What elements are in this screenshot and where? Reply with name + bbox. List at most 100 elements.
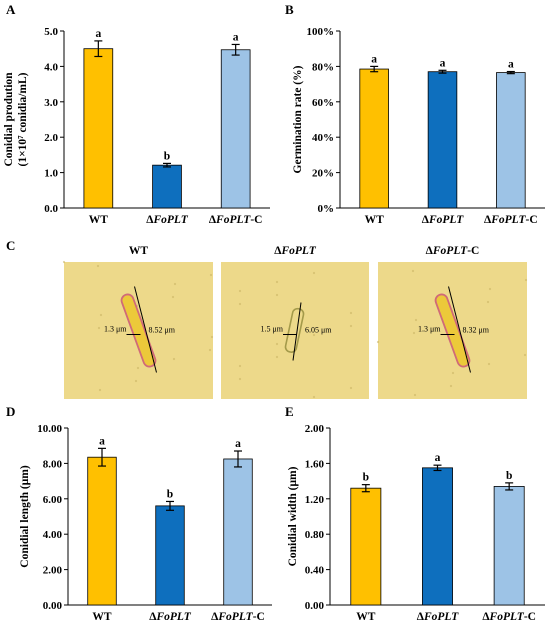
significance-letter-2: a bbox=[235, 438, 241, 450]
significance-letter-0: a bbox=[371, 53, 377, 65]
length-line-2 bbox=[448, 286, 471, 373]
y-axis-label: Conidial length (μm) bbox=[19, 465, 31, 568]
conidium-shape-1 bbox=[284, 307, 305, 353]
micrograph-speck bbox=[349, 386, 353, 390]
micrograph-speck bbox=[136, 366, 140, 370]
micrograph-speck bbox=[98, 388, 102, 392]
y-tick-label: 0.80 bbox=[305, 529, 325, 541]
y-tick-label: 0.40 bbox=[305, 565, 325, 577]
chart-conidial-width: 0.00 0.40 0.80 1.20 1.60 2.00 Conidial width (… bbox=[287, 423, 545, 623]
micrograph-speck bbox=[312, 333, 316, 337]
y-tick-label: 1.60 bbox=[305, 458, 325, 470]
length-label-1: 6.05 μm bbox=[305, 326, 332, 335]
y-tick-label: 0.00 bbox=[305, 600, 325, 612]
micrograph-speck bbox=[523, 353, 527, 357]
panel-letter-a: A bbox=[6, 2, 16, 17]
x-tick-label-0: WT bbox=[89, 214, 109, 226]
y-tick-label: 1.0 bbox=[44, 168, 58, 180]
y-tick-label: 40% bbox=[312, 132, 334, 144]
micrograph-speck bbox=[209, 273, 213, 277]
micrograph-speck bbox=[376, 340, 380, 344]
significance-letter-2: a bbox=[233, 31, 239, 43]
chart-conidial-length: 0.00 2.00 4.00 6.00 8.00 10.00 Conidial length… bbox=[19, 423, 272, 623]
micrograph-speck bbox=[412, 331, 416, 335]
micrograph-speck bbox=[275, 280, 279, 284]
micrograph-speck bbox=[210, 335, 214, 339]
micrograph-speck bbox=[312, 395, 316, 399]
micrograph-panel: WT 1.3 μm 8.52 μm ΔFoPLT 1.5 μm 6.05 μm ΔFoPLT… bbox=[62, 245, 528, 399]
micrograph-speck bbox=[487, 362, 491, 366]
panel-letter-d: D bbox=[6, 404, 15, 419]
bar-2 bbox=[493, 486, 525, 606]
bar-0 bbox=[83, 48, 114, 209]
micrograph-speck bbox=[208, 348, 212, 352]
y-tick-label: 0.0 bbox=[44, 203, 58, 215]
micrograph-title-0: WT bbox=[129, 245, 149, 257]
x-tick-label-1: ΔFoPLT bbox=[149, 611, 191, 623]
micrograph-speck bbox=[96, 264, 100, 268]
significance-letter-1: b bbox=[164, 150, 170, 162]
micrograph-speck bbox=[173, 282, 177, 286]
y-tick-label: 100% bbox=[307, 26, 335, 38]
micrograph-speck bbox=[62, 260, 66, 264]
conidium-shape-2 bbox=[434, 293, 471, 368]
y-tick-label: 20% bbox=[312, 168, 334, 180]
y-tick-label: 5.0 bbox=[44, 26, 58, 38]
micrograph-speck bbox=[275, 293, 279, 297]
chart-conidial-production: 0.0 1.0 2.0 3.0 4.0 5.0 Conidial prodution (1×1… bbox=[3, 26, 270, 226]
micrograph-speck bbox=[451, 371, 455, 375]
micrograph-speck bbox=[238, 289, 242, 293]
y-tick-label: 2.0 bbox=[44, 132, 58, 144]
x-tick-label-2: ΔFoPLT-C bbox=[209, 214, 263, 226]
bar-2 bbox=[223, 458, 253, 606]
significance-letter-0: a bbox=[95, 28, 101, 40]
length-line-1 bbox=[292, 302, 302, 361]
micrograph-speck bbox=[275, 355, 279, 359]
micrograph-speck bbox=[312, 271, 316, 275]
bar-0 bbox=[359, 68, 389, 209]
x-tick-label-1: ΔFoPLT bbox=[417, 611, 459, 623]
micrograph-speck bbox=[349, 324, 353, 328]
y-axis-label: Conidial prodution (1×10⁷ conidia/mL) bbox=[3, 72, 29, 167]
micrograph-speck bbox=[486, 300, 490, 304]
significance-letter-1: a bbox=[440, 57, 446, 69]
y-axis-label: Conidial width (μm) bbox=[287, 466, 299, 566]
bar-1 bbox=[155, 505, 185, 606]
micrograph-speck bbox=[524, 278, 528, 282]
x-tick-label-1: ΔFoPLT bbox=[146, 214, 188, 226]
micrograph-speck bbox=[449, 384, 453, 388]
width-label-1: 1.5 μm bbox=[260, 325, 283, 334]
x-tick-label-2: ΔFoPLT-C bbox=[211, 611, 265, 623]
y-tick-label: 0% bbox=[318, 203, 335, 215]
micrograph-title-1: ΔFoPLT bbox=[274, 245, 316, 257]
x-tick-label-0: WT bbox=[365, 214, 385, 226]
significance-letter-0: b bbox=[363, 472, 369, 484]
width-label-0: 1.3 μm bbox=[104, 325, 127, 334]
significance-letter-1: a bbox=[435, 452, 441, 464]
bar-0 bbox=[350, 487, 382, 606]
panel-letter-e: E bbox=[285, 404, 294, 419]
bar-2 bbox=[496, 72, 526, 209]
bar-1 bbox=[422, 467, 453, 606]
micrograph-speck bbox=[413, 393, 417, 397]
micrograph-image-1 bbox=[221, 262, 369, 399]
bar-2 bbox=[220, 49, 251, 209]
y-tick-label: 60% bbox=[312, 97, 334, 109]
significance-letter-2: b bbox=[506, 470, 512, 482]
y-tick-label: 0.00 bbox=[43, 600, 63, 612]
x-tick-label-1: ΔFoPLT bbox=[422, 214, 464, 226]
y-tick-label: 4.0 bbox=[44, 61, 58, 73]
micrograph-title-2: ΔFoPLT-C bbox=[426, 245, 480, 257]
y-tick-label: 8.00 bbox=[43, 458, 63, 470]
y-axis-label: Germination rate (%) bbox=[292, 65, 304, 173]
x-tick-label-2: ΔFoPLT-C bbox=[484, 214, 538, 226]
length-label-2: 8.32 μm bbox=[463, 326, 490, 335]
y-tick-label: 6.00 bbox=[43, 494, 63, 506]
y-tick-label: 10.00 bbox=[37, 423, 62, 435]
micrograph-speck bbox=[171, 295, 175, 299]
panel-letter-c: C bbox=[6, 238, 15, 253]
x-tick-label-0: WT bbox=[356, 611, 376, 623]
significance-letter-0: a bbox=[99, 435, 105, 447]
micrograph-speck bbox=[97, 326, 101, 330]
width-label-2: 1.3 μm bbox=[418, 325, 441, 334]
